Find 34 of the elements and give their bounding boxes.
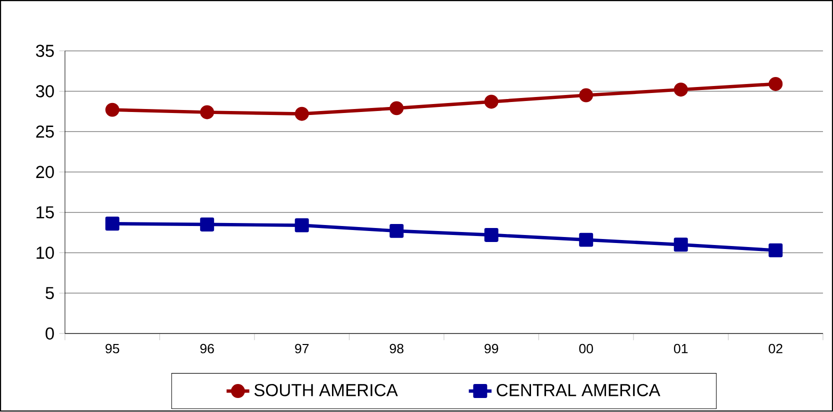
- point: [484, 228, 498, 242]
- point: [768, 77, 783, 92]
- y-tick-label: 30: [36, 85, 54, 98]
- legend-label: CENTRAL AMERICA: [496, 384, 660, 396]
- point: [390, 224, 404, 238]
- legend-label: SOUTH AMERICA: [254, 384, 398, 396]
- x-tick-label: 96: [200, 344, 214, 354]
- point: [674, 238, 688, 252]
- y-tick-label: 25: [36, 126, 54, 138]
- point: [390, 101, 404, 116]
- point: [105, 103, 120, 118]
- point: [768, 244, 783, 258]
- y-tick-label: 20: [36, 166, 54, 178]
- point: [294, 107, 309, 122]
- point: [105, 216, 120, 231]
- point: [579, 233, 594, 248]
- point: [294, 218, 309, 232]
- x-tick-label: 02: [768, 344, 782, 354]
- y-tick-label: 0: [46, 328, 54, 340]
- point: [579, 88, 594, 102]
- x-tick-label: 00: [579, 344, 593, 354]
- y-tick-label: 35: [36, 44, 54, 58]
- x-tick-label: 98: [390, 344, 404, 354]
- x-tick-label: 95: [106, 344, 120, 354]
- y-tick-label: 10: [36, 246, 54, 260]
- y-tick-label: 15: [36, 206, 54, 219]
- x-tick-label: 01: [674, 344, 688, 354]
- point: [200, 218, 214, 232]
- point: [484, 94, 498, 109]
- point: [200, 105, 214, 120]
- x-tick-label: 99: [484, 344, 498, 354]
- x-tick-label: 97: [295, 344, 309, 354]
- point: [674, 82, 688, 97]
- y-tick-label: 5: [46, 287, 54, 300]
